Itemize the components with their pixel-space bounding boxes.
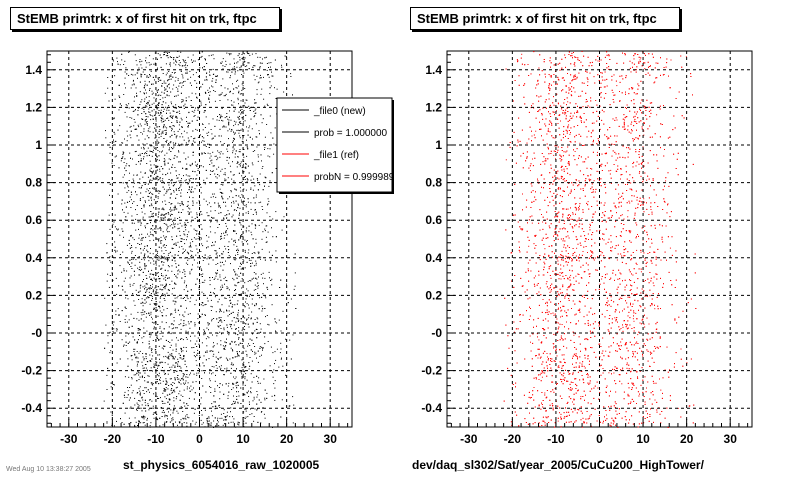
- x-tick-label: 20: [680, 432, 694, 446]
- x-tick-label: 0: [196, 432, 203, 446]
- y-tick-label: -0.4: [21, 401, 42, 415]
- x-tick-label: -20: [504, 432, 522, 446]
- y-tick-label: 0.4: [25, 251, 42, 265]
- x-axis-label-right: dev/daq_sl302/Sat/year_2005/CuCu200_High…: [412, 458, 704, 472]
- y-tick-label: -0: [31, 326, 42, 340]
- legend-entry: prob = 1.000000: [314, 128, 388, 139]
- x-tick-label: 0: [596, 432, 603, 446]
- y-tick-label: 0.6: [425, 213, 442, 227]
- chart-title-right: StEMB primtrk: x of first hit on trk, ft…: [410, 7, 680, 30]
- legend: _file0 (new) prob = 1.000000 _file1 (ref) p…: [276, 97, 395, 194]
- x-tick-label: 30: [724, 432, 738, 446]
- y-tick-label: 0.4: [425, 251, 442, 265]
- y-tick-label: 0.6: [25, 213, 42, 227]
- x-tick-label: -30: [60, 432, 78, 446]
- x-tick-label: -10: [147, 432, 165, 446]
- y-tick-label: 1: [35, 138, 42, 152]
- y-tick-label: 1.2: [425, 100, 442, 114]
- x-tick-label: -20: [104, 432, 122, 446]
- y-tick-label: 0.2: [25, 288, 42, 302]
- x-tick-label: 20: [280, 432, 294, 446]
- footer-timestamp: Wed Aug 10 13:38:27 2005: [6, 466, 91, 473]
- y-tick-label: 1.4: [25, 63, 42, 77]
- y-tick-label: 0.8: [425, 176, 442, 190]
- legend-entry: probN = 0.999989: [314, 172, 395, 183]
- legend-entry: _file1 (ref): [313, 150, 359, 161]
- y-tick-label: -0.4: [421, 401, 442, 415]
- y-tick-label: 1.2: [25, 100, 42, 114]
- x-axis-label-left: st_physics_6054016_raw_1020005: [123, 458, 320, 472]
- y-tick-label: 0.2: [425, 288, 442, 302]
- plot-0: -30 -20 -10 0 10 20 30 -0.4 -0.2 -0 0.2 0.4 0.6 0.8 1 1…: [21, 50, 395, 446]
- x-tick-label: 10: [236, 432, 250, 446]
- y-tick-label: 1.4: [425, 63, 442, 77]
- y-tick-label: -0.2: [21, 364, 42, 378]
- x-tick-label: -10: [547, 432, 565, 446]
- y-tick-label: -0.2: [421, 364, 442, 378]
- y-tick-label: -0: [431, 326, 442, 340]
- plot-1: -30 -20 -10 0 10 20 30 -0.4 -0.2 -0 0.2 0.4 0.6 0.8 1 1…: [421, 50, 753, 446]
- x-tick-label: -30: [460, 432, 478, 446]
- chart-title-left: StEMB primtrk: x of first hit on trk, ft…: [10, 7, 280, 30]
- y-tick-label: 0.8: [25, 176, 42, 190]
- data-points: [103, 51, 297, 428]
- x-tick-label: 30: [324, 432, 338, 446]
- legend-entry: _file0 (new): [313, 106, 366, 117]
- x-tick-label: 10: [636, 432, 650, 446]
- y-tick-label: 1: [435, 138, 442, 152]
